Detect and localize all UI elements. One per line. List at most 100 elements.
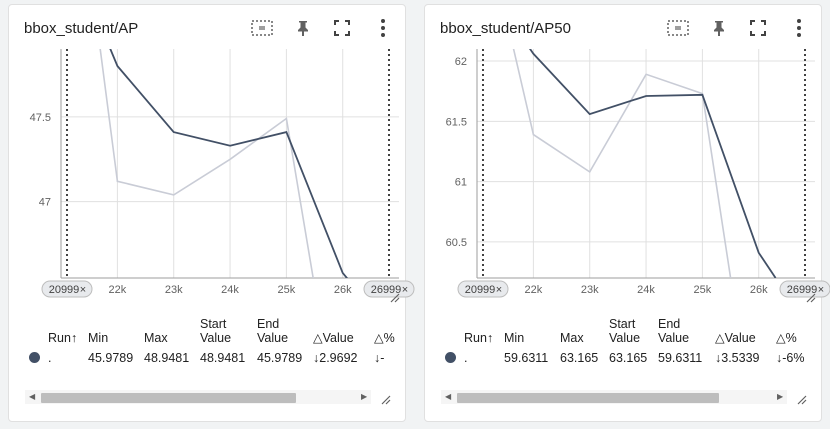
start-value: 48.9481 <box>200 351 246 365</box>
col-start-line1: Start <box>200 317 227 331</box>
run-color-dot <box>29 352 40 363</box>
col-delta-pct-label: % <box>785 331 797 345</box>
fullscreen-icon[interactable] <box>747 17 769 39</box>
col-start[interactable]: Start Value <box>609 317 640 345</box>
fit-domain-icon[interactable] <box>251 17 273 39</box>
chart-card-ap50: bbox_student/AP50 22k 23k 24k 25k 26k 62 61.5 6… <box>424 4 830 422</box>
table-row[interactable]: . 45.9789 48.9481 48.9481 45.9789 ↓2.969… <box>9 349 405 381</box>
run-name: . <box>48 351 52 365</box>
col-run[interactable]: Run↑ <box>48 331 77 345</box>
delta-value: ↓2.9692 <box>313 351 358 365</box>
col-delta-pct[interactable]: △% <box>776 331 797 345</box>
x-tick-label: 22k <box>525 284 543 296</box>
pin-icon[interactable] <box>708 17 730 39</box>
col-run-label: Run <box>48 331 71 345</box>
range-start-chip[interactable]: 20999 × <box>41 280 93 298</box>
col-end[interactable]: End Value <box>257 317 288 345</box>
x-tick-label: 25k <box>694 284 712 296</box>
end-value: 45.9789 <box>257 351 303 365</box>
col-run[interactable]: Run↑ <box>464 331 493 345</box>
scrollbar-thumb[interactable] <box>457 393 719 403</box>
end-value: 59.6311 <box>658 351 703 365</box>
col-end-line2: Value <box>257 331 289 345</box>
close-icon[interactable]: × <box>496 284 502 296</box>
col-delta-value-label: Value <box>322 331 354 345</box>
more-vert-icon[interactable] <box>788 17 810 39</box>
scroll-left-icon[interactable]: ◀ <box>29 392 36 401</box>
range-end-chip[interactable]: 26999 × <box>363 280 415 298</box>
col-delta-value[interactable]: △Value <box>313 331 354 345</box>
line-chart[interactable]: 22k 23k 24k 25k 26k 47.5 47 20999 × 26999 × <box>19 49 415 311</box>
line-chart[interactable]: 22k 23k 24k 25k 26k 62 61.5 61 60.5 20999 × 26999 × <box>435 49 830 311</box>
close-icon[interactable]: × <box>80 284 86 296</box>
x-tick-label: 25k <box>278 284 296 296</box>
scroll-right-icon[interactable]: ▶ <box>777 392 784 401</box>
delta-icon: △ <box>776 331 786 345</box>
range-chip-label: 20999 <box>465 284 496 296</box>
series-lines <box>512 49 777 278</box>
y-tick-label: 47.5 <box>30 112 51 124</box>
col-min[interactable]: Min <box>504 331 525 345</box>
more-vert-icon[interactable] <box>372 17 394 39</box>
col-delta-pct-label: % <box>383 331 395 345</box>
min-value: 45.9789 <box>88 351 134 365</box>
delta-pct: ↓-6% <box>776 351 805 365</box>
col-start[interactable]: Start Value <box>200 317 231 345</box>
card-title: bbox_student/AP50 <box>440 20 571 37</box>
y-tick-label: 61.5 <box>446 116 467 128</box>
x-tick-label: 23k <box>165 284 183 296</box>
max-value: 48.9481 <box>144 351 190 365</box>
range-chip-label: 26999 <box>787 284 818 296</box>
series-line-primary <box>109 49 349 278</box>
range-end-chip[interactable]: 26999 × <box>779 280 830 298</box>
scroll-right-icon[interactable]: ▶ <box>361 392 368 401</box>
resize-handle-icon[interactable] <box>381 395 391 405</box>
col-start-line1: Start <box>609 317 636 331</box>
table-row[interactable]: . 59.6311 63.165 63.165 59.6311 ↓3.5339 … <box>425 349 821 381</box>
col-max[interactable]: Max <box>560 331 584 345</box>
chart-resize-icon[interactable] <box>390 293 400 303</box>
y-tick-label: 47 <box>39 197 51 209</box>
min-value: 59.6311 <box>504 351 549 365</box>
col-delta-pct[interactable]: △% <box>374 331 395 345</box>
resize-handle-icon[interactable] <box>797 395 807 405</box>
horizontal-scrollbar[interactable]: ◀ ▶ <box>25 390 371 404</box>
x-tick-label: 24k <box>221 284 239 296</box>
range-start-chip[interactable]: 20999 × <box>457 280 509 298</box>
fullscreen-icon[interactable] <box>331 17 353 39</box>
horizontal-scrollbar[interactable]: ◀ ▶ <box>441 390 787 404</box>
col-max[interactable]: Max <box>144 331 168 345</box>
table-header: Run↑ Min Max Start Value End Value △Value … <box>425 315 821 347</box>
col-delta-value-label: Value <box>724 331 756 345</box>
col-delta-value[interactable]: △Value <box>715 331 756 345</box>
close-icon[interactable]: × <box>402 284 408 296</box>
x-tick-label: 24k <box>637 284 655 296</box>
col-end[interactable]: End Value <box>658 317 689 345</box>
fit-domain-icon[interactable] <box>667 17 689 39</box>
close-icon[interactable]: × <box>818 284 824 296</box>
col-end-line1: End <box>658 317 681 331</box>
range-chip-label: 26999 <box>371 284 402 296</box>
col-run-label: Run <box>464 331 487 345</box>
scroll-left-icon[interactable]: ◀ <box>445 392 452 401</box>
series-lines <box>99 49 349 278</box>
y-tick-label: 61 <box>455 177 467 189</box>
col-end-line1: End <box>257 317 280 331</box>
sort-arrow-icon: ↑ <box>70 331 78 345</box>
scrollbar-thumb[interactable] <box>41 393 296 403</box>
col-min[interactable]: Min <box>88 331 109 345</box>
pin-icon[interactable] <box>292 17 314 39</box>
delta-icon: △ <box>715 331 725 345</box>
delta-value: ↓3.5339 <box>715 351 760 365</box>
x-tick-label: 22k <box>109 284 127 296</box>
run-color-dot <box>445 352 456 363</box>
sort-arrow-icon: ↑ <box>486 331 494 345</box>
chart-resize-icon[interactable] <box>806 293 816 303</box>
series-line-secondary <box>99 49 314 278</box>
range-chip-label: 20999 <box>49 284 80 296</box>
delta-icon: △ <box>313 331 323 345</box>
x-tick-label: 23k <box>581 284 599 296</box>
grid-lines <box>477 49 815 278</box>
x-tick-label: 26k <box>750 284 768 296</box>
col-start-line2: Value <box>609 331 641 345</box>
